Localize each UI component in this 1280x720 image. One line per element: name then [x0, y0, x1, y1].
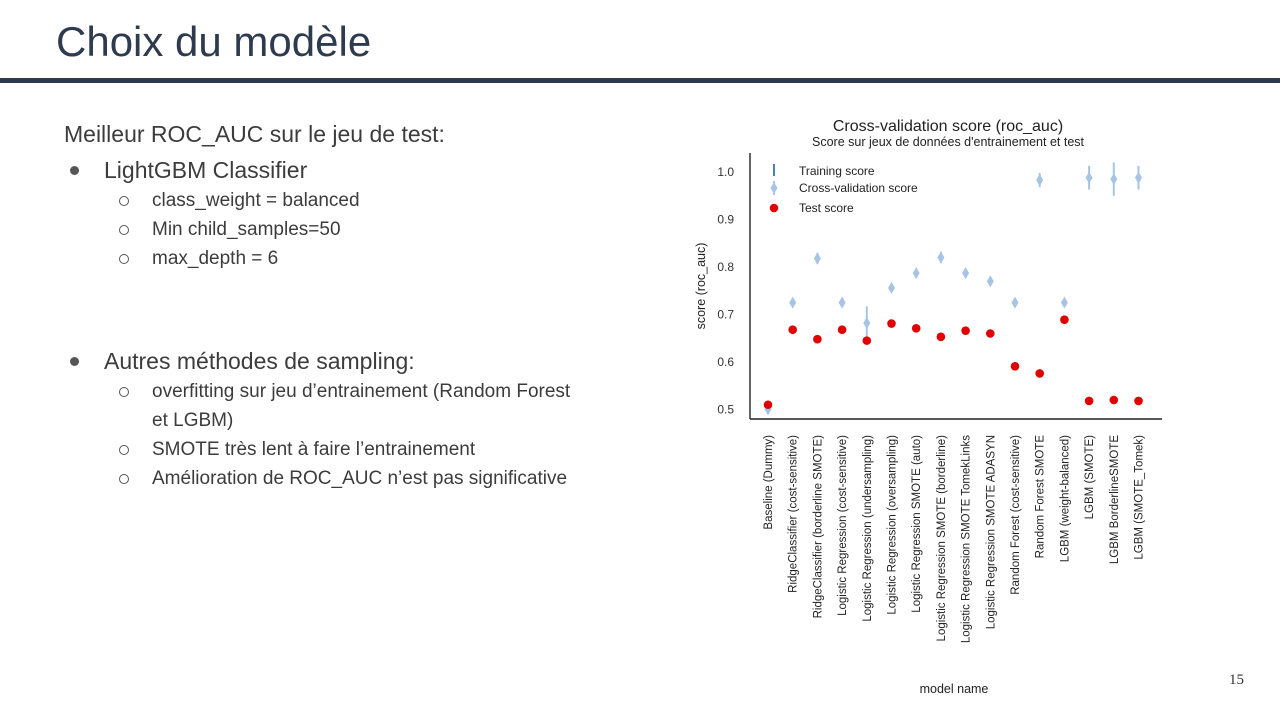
- x-tick-label: Logistic Regression SMOTE ADASYN: [985, 435, 997, 629]
- test-score-point: [1084, 396, 1094, 406]
- x-tick-label: LGBM (weight-balanced): [1059, 435, 1071, 562]
- spacer: [64, 273, 584, 345]
- chart-container: Cross-validation score (roc_auc) Score su…: [690, 110, 1170, 705]
- cv-score-point: [986, 275, 994, 288]
- test-score-point: [788, 325, 797, 334]
- test-score-point: [1060, 315, 1069, 325]
- legend-cv-label: Cross-validation score: [799, 181, 918, 195]
- x-tick-label: RidgeClassifier (cost-sensitive): [788, 435, 800, 593]
- x-tick-label: Logistic Regression SMOTE (auto): [911, 435, 923, 613]
- test-score-point: [1035, 369, 1044, 378]
- test-score-point: [887, 319, 896, 328]
- sub-bullet-item: overfitting sur jeu d’entrainement (Rand…: [64, 377, 584, 435]
- test-score-point: [911, 323, 921, 333]
- test-score-point: [813, 334, 822, 344]
- sub-bullet-item: max_depth = 6: [64, 244, 584, 273]
- bullet-list: LightGBM Classifier class_weight = balan…: [64, 154, 584, 493]
- x-axis-label: model name: [920, 682, 989, 696]
- y-tick-label: 0.5: [717, 403, 734, 417]
- y-tick-label: 0.7: [717, 308, 734, 322]
- cv-score-point: [937, 251, 945, 264]
- cv-score-point: [1135, 171, 1142, 184]
- sub-bullet-item: Min child_samples=50: [64, 215, 584, 244]
- y-tick-label: 1.0: [717, 165, 734, 179]
- test-score-point: [1010, 361, 1020, 371]
- cv-score-point: [863, 317, 871, 330]
- sub-bullet-item: Amélioration de ROC_AUC n’est pas signif…: [64, 464, 584, 493]
- x-tick-label: Baseline (Dummy): [763, 435, 775, 530]
- cv-score-point: [888, 281, 895, 294]
- legend-training-label: Training score: [799, 164, 875, 178]
- cv-score-point: [962, 267, 970, 280]
- legend-test-marker: [769, 203, 779, 213]
- test-score-point: [961, 326, 970, 335]
- test-score-point: [936, 332, 946, 342]
- x-tick-label: Logistic Regression SMOTE (borderline): [936, 435, 948, 642]
- bullet-item: Autres méthodes de sampling:: [64, 345, 584, 377]
- y-tick-label: 0.6: [717, 355, 734, 369]
- page-number: 15: [1229, 672, 1244, 688]
- y-tick-label: 0.8: [717, 260, 734, 274]
- cv-score-point: [1011, 296, 1019, 309]
- x-tick-label: LGBM (SMOTE): [1084, 435, 1096, 520]
- legend-cv-marker: [770, 182, 778, 194]
- sub-bullet-item: class_weight = balanced: [64, 186, 584, 215]
- cv-score-point: [789, 296, 797, 309]
- test-score-point: [1109, 395, 1119, 405]
- cv-score-point: [838, 296, 846, 309]
- cv-score-point: [1036, 174, 1044, 187]
- slide-title: Choix du modèle: [56, 18, 372, 65]
- x-tick-label: Logistic Regression SMOTE TomekLinks: [961, 435, 973, 643]
- cv-score-point: [1060, 296, 1068, 309]
- test-score-point: [862, 336, 872, 345]
- slide-body: Meilleur ROC_AUC sur le jeu de test: Lig…: [64, 118, 584, 493]
- title-divider: [0, 78, 1280, 83]
- score-chart: Cross-validation score (roc_auc)Score su…: [694, 118, 1162, 696]
- chart-title: Cross-validation score (roc_auc): [833, 118, 1063, 135]
- x-tick-label: Random Forest (cost-sensitive): [1010, 435, 1022, 595]
- x-tick-label: Random Forest SMOTE: [1035, 435, 1047, 559]
- y-axis-label: score (roc_auc): [694, 243, 708, 330]
- x-tick-label: LGBM (SMOTE_Tomek): [1134, 435, 1146, 560]
- sub-bullet-item: SMOTE très lent à faire l’entrainement: [64, 435, 584, 464]
- cv-score-point: [1110, 173, 1118, 186]
- cv-score-point: [813, 252, 821, 265]
- test-score-point: [986, 329, 995, 338]
- x-tick-label: Logistic Regression (undersampling): [862, 435, 874, 622]
- legend-test-label: Test score: [799, 201, 854, 215]
- x-tick-label: Logistic Regression (oversampling): [887, 435, 899, 615]
- cv-score-point: [1085, 171, 1093, 184]
- test-score-point: [763, 400, 773, 410]
- x-tick-label: Logistic Regression (cost-sensitive): [837, 435, 849, 616]
- chart-subtitle: Score sur jeux de données d'entrainement…: [812, 135, 1085, 149]
- x-tick-label: LGBM BorderlineSMOTE: [1109, 435, 1121, 564]
- body-heading: Meilleur ROC_AUC sur le jeu de test:: [64, 121, 445, 147]
- test-score-point: [837, 325, 847, 334]
- test-score-point: [1134, 396, 1143, 406]
- bullet-item: LightGBM Classifier: [64, 154, 584, 186]
- cv-score-point: [912, 267, 920, 280]
- x-tick-label: RidgeClassifier (borderline SMOTE): [812, 435, 824, 619]
- y-tick-label: 0.9: [717, 213, 734, 227]
